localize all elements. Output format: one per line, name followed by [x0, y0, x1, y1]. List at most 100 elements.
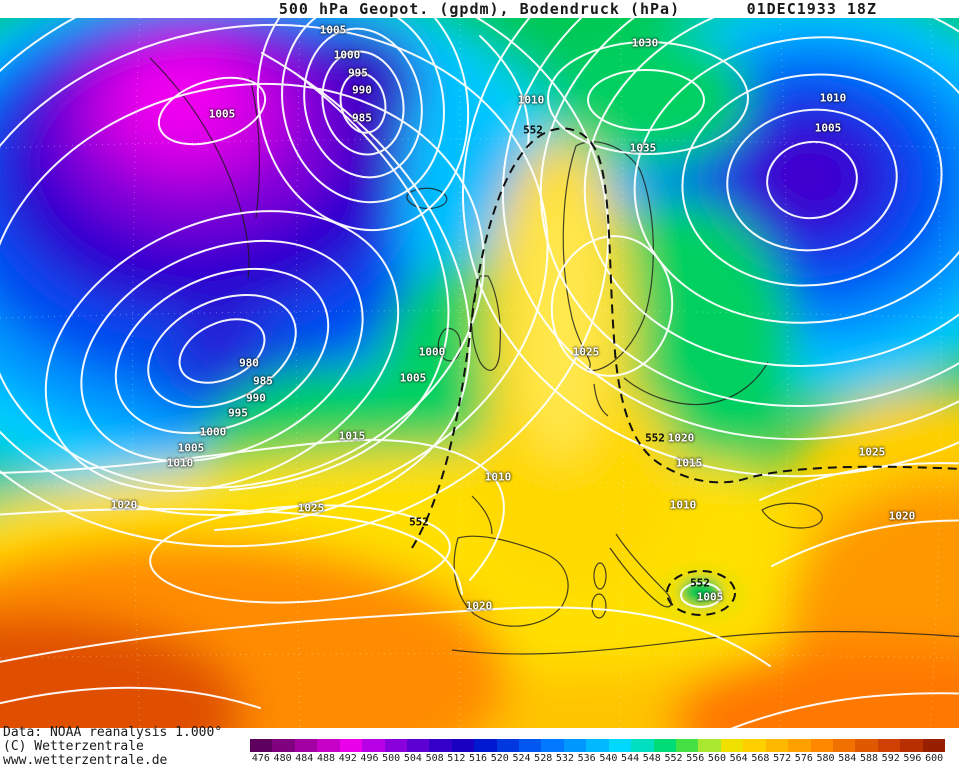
legend-color-segment	[406, 739, 430, 752]
legend-tick-label: 528	[534, 753, 553, 764]
legend-tick-label: 552	[664, 753, 683, 764]
legend-color-segment	[877, 739, 901, 752]
legend-tick-label: 564	[729, 753, 748, 764]
copyright-line: (C) Wetterzentrale	[3, 739, 144, 754]
pressure-label: 1010	[166, 456, 194, 470]
legend-color-segment	[563, 739, 587, 752]
legend-tick-label: 508	[425, 753, 444, 764]
legend-colorbar	[250, 739, 946, 752]
legend-tick-label: 516	[469, 753, 488, 764]
legend-tick-label: 532	[555, 753, 574, 764]
legend-tick-label: 504	[403, 753, 422, 764]
legend-tick-label: 572	[773, 753, 792, 764]
pressure-label: 1020	[888, 509, 916, 523]
legend-color-segment	[810, 739, 833, 752]
legend-tick-label: 488	[316, 753, 336, 764]
geopotential-shading	[0, 18, 959, 728]
legend-tick-label: 492	[338, 753, 357, 764]
legend-tick-label: 596	[903, 753, 922, 764]
legend-tick-label: 556	[686, 753, 705, 764]
legend-ticks: 476 480 484 488 492 496 500 504 508 512 516 520 524 5…	[250, 753, 945, 764]
legend-tick-label: 480	[273, 753, 292, 764]
pressure-label: 1010	[517, 93, 545, 107]
map-datetime: 01DEC1933 18Z	[736, 0, 877, 18]
pressure-label: 1005	[177, 441, 205, 455]
pressure-label: 1010	[669, 498, 697, 512]
legend-color-segment	[788, 739, 811, 752]
legend-color-segment	[698, 739, 721, 752]
legend-tick-label: 548	[642, 753, 661, 764]
legend-color-segment	[250, 739, 273, 752]
legend-color-segment	[922, 739, 946, 752]
legend-tick-label: 588	[859, 753, 879, 764]
pressure-label: 1035	[629, 141, 657, 155]
legend-color-segment	[519, 739, 542, 752]
pressure-label: 1000	[418, 345, 446, 359]
pressure-label: 1020	[465, 599, 493, 613]
pressure-label: 1005	[814, 121, 842, 135]
legend-tick-label: 560	[707, 753, 726, 764]
legend-tick-label: 568	[751, 753, 770, 764]
legend-tick-label: 580	[816, 753, 835, 764]
legend-color-segment	[832, 739, 856, 752]
legend-tick-label: 584	[838, 753, 857, 764]
legend-tick-label: 540	[599, 753, 618, 764]
website-line: www.wetterzentrale.de	[3, 753, 168, 768]
legend-color-segment	[474, 739, 497, 752]
legend-tick-label: 476	[251, 753, 270, 764]
legend-color-segment	[855, 739, 878, 752]
pressure-label: 990	[352, 83, 372, 97]
legend-tick-label: 544	[621, 753, 640, 764]
legend-color-segment	[586, 739, 609, 752]
legend-color-segment	[608, 739, 632, 752]
isobar-contours	[0, 18, 959, 728]
pressure-label: 990	[246, 391, 266, 405]
legend-tick-label: 500	[382, 753, 401, 764]
geopotential-label: 552	[409, 515, 429, 529]
legend-tick-label: 512	[447, 753, 466, 764]
legend-tick-label: 536	[577, 753, 596, 764]
legend-color-segment	[317, 739, 340, 752]
legend-color-segment	[900, 739, 923, 752]
data-source-line: Data: NOAA reanalysis 1.000°	[3, 725, 223, 740]
pressure-label: 985	[253, 374, 273, 388]
pressure-label: 1010	[484, 470, 512, 484]
legend-color-segment	[743, 739, 766, 752]
legend-color-segment	[429, 739, 452, 752]
pressure-label: 1000	[333, 48, 361, 62]
geopotential-label: 552	[645, 431, 665, 445]
pressure-label: 1015	[675, 456, 703, 470]
legend-color-segment	[541, 739, 564, 752]
legend-color-segment	[451, 739, 475, 752]
contour-552	[411, 127, 959, 616]
color-field	[0, 18, 959, 728]
color-scale-legend: 476 480 484 488 492 496 500 504 508 512 516 520 524 5…	[250, 739, 946, 764]
pressure-label: 985	[352, 111, 372, 125]
pressure-label: 1020	[110, 498, 138, 512]
pressure-label: 1020	[667, 431, 695, 445]
legend-color-segment	[362, 739, 385, 752]
legend-color-segment	[631, 739, 654, 752]
legend-color-segment	[384, 739, 407, 752]
pressure-label: 995	[228, 406, 248, 420]
legend-color-segment	[653, 739, 677, 752]
pressure-label: 995	[348, 66, 368, 80]
weather-map: 1005 1000 995 990 985 1005 1010 1030 1035 1010 100…	[0, 18, 959, 728]
legend-tick-label: 600	[925, 753, 944, 764]
pressure-label: 1000	[199, 425, 227, 439]
legend-color-segment	[720, 739, 744, 752]
pressure-label: 1010	[819, 91, 847, 105]
geopotential-label: 552	[690, 576, 710, 590]
attribution: Data: NOAA reanalysis 1.000° (C) Wetterz…	[3, 726, 222, 768]
geopotential-label: 552	[523, 123, 543, 137]
legend-tick-label: 520	[490, 753, 509, 764]
legend-color-segment	[272, 739, 295, 752]
legend-tick-label: 484	[295, 753, 314, 764]
pressure-label: 1005	[319, 23, 347, 37]
map-label-layer: 1005 1000 995 990 985 1005 1010 1030 1035 1010 100…	[0, 18, 959, 728]
pressure-label: 1025	[858, 445, 886, 459]
legend-color-segment	[765, 739, 789, 752]
pressure-label: 1030	[631, 36, 659, 50]
legend-tick-label: 592	[881, 753, 900, 764]
legend-color-segment	[496, 739, 520, 752]
